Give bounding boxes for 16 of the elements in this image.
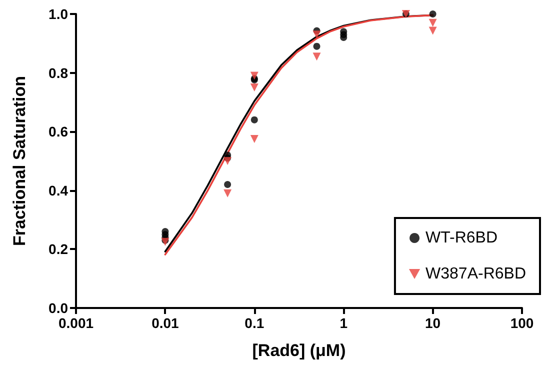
y-tick-label: 0.4 <box>48 182 68 198</box>
y-tick-label: 1.0 <box>48 6 68 22</box>
x-tick-label: 1 <box>340 315 348 331</box>
x-tick-label: 0.01 <box>152 315 180 331</box>
x-tick-label: 100 <box>510 315 534 331</box>
legend-label: W387A-R6BD <box>426 266 526 282</box>
y-tick-label: 0.0 <box>48 300 68 316</box>
legend-label: WT-R6BD <box>426 230 498 246</box>
x-tick-label: 10 <box>425 315 441 331</box>
x-axis-title: [Rad6] (μM) <box>252 341 346 360</box>
y-tick-label: 0.6 <box>48 124 68 140</box>
y-axis-title: Fractional Saturation <box>10 76 29 246</box>
y-tick-label: 0.8 <box>48 64 68 81</box>
x-tick-label: 0.1 <box>244 315 264 331</box>
x-tick-label: 0.001 <box>58 315 94 331</box>
y-tick-label: 0.2 <box>48 241 68 258</box>
